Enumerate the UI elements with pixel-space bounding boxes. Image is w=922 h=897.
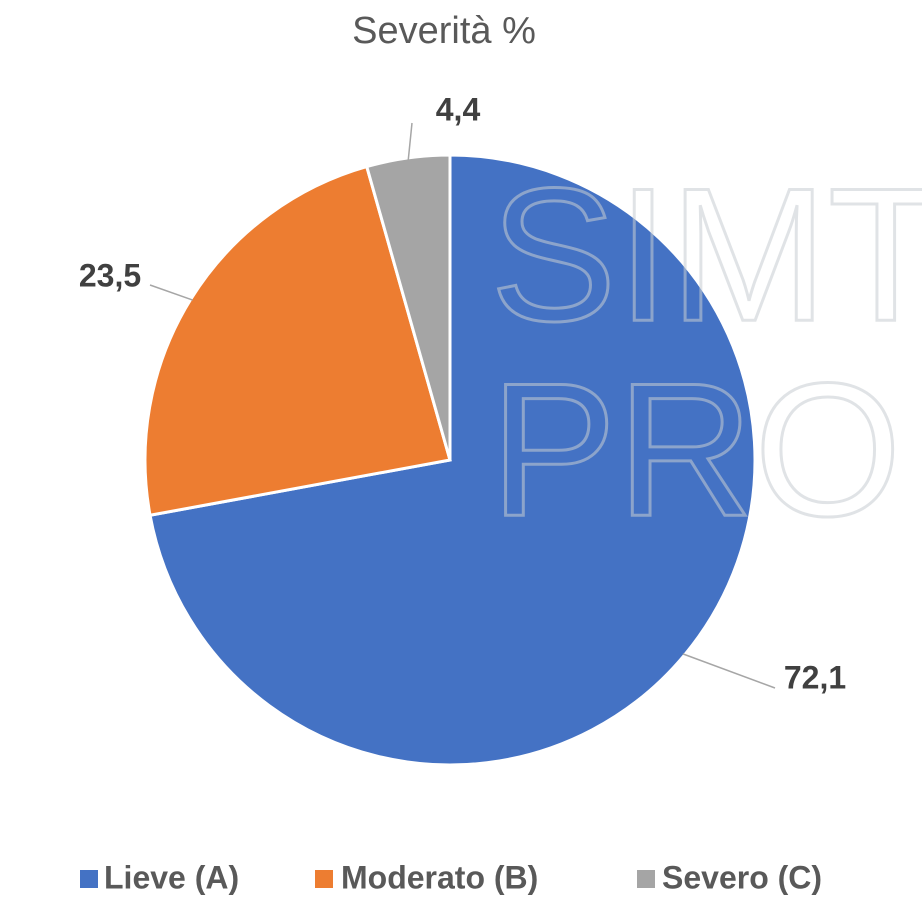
watermark: PRO xyxy=(490,344,902,556)
legend-swatch xyxy=(80,870,98,888)
legend-swatch xyxy=(637,870,655,888)
leader-line xyxy=(682,653,776,689)
legend-label: Lieve (A) xyxy=(104,859,239,895)
legend-swatch xyxy=(315,870,333,888)
leader-line xyxy=(407,122,413,160)
leader-line xyxy=(149,284,193,301)
data-label: 4,4 xyxy=(436,91,481,127)
watermark: SIMTI xyxy=(490,149,922,361)
legend-label: Moderato (B) xyxy=(341,859,538,895)
data-label: 72,1 xyxy=(784,659,846,695)
chart-title: Severità % xyxy=(352,10,536,52)
legend-label: Severo (C) xyxy=(662,859,822,895)
data-label: 23,5 xyxy=(79,257,141,293)
